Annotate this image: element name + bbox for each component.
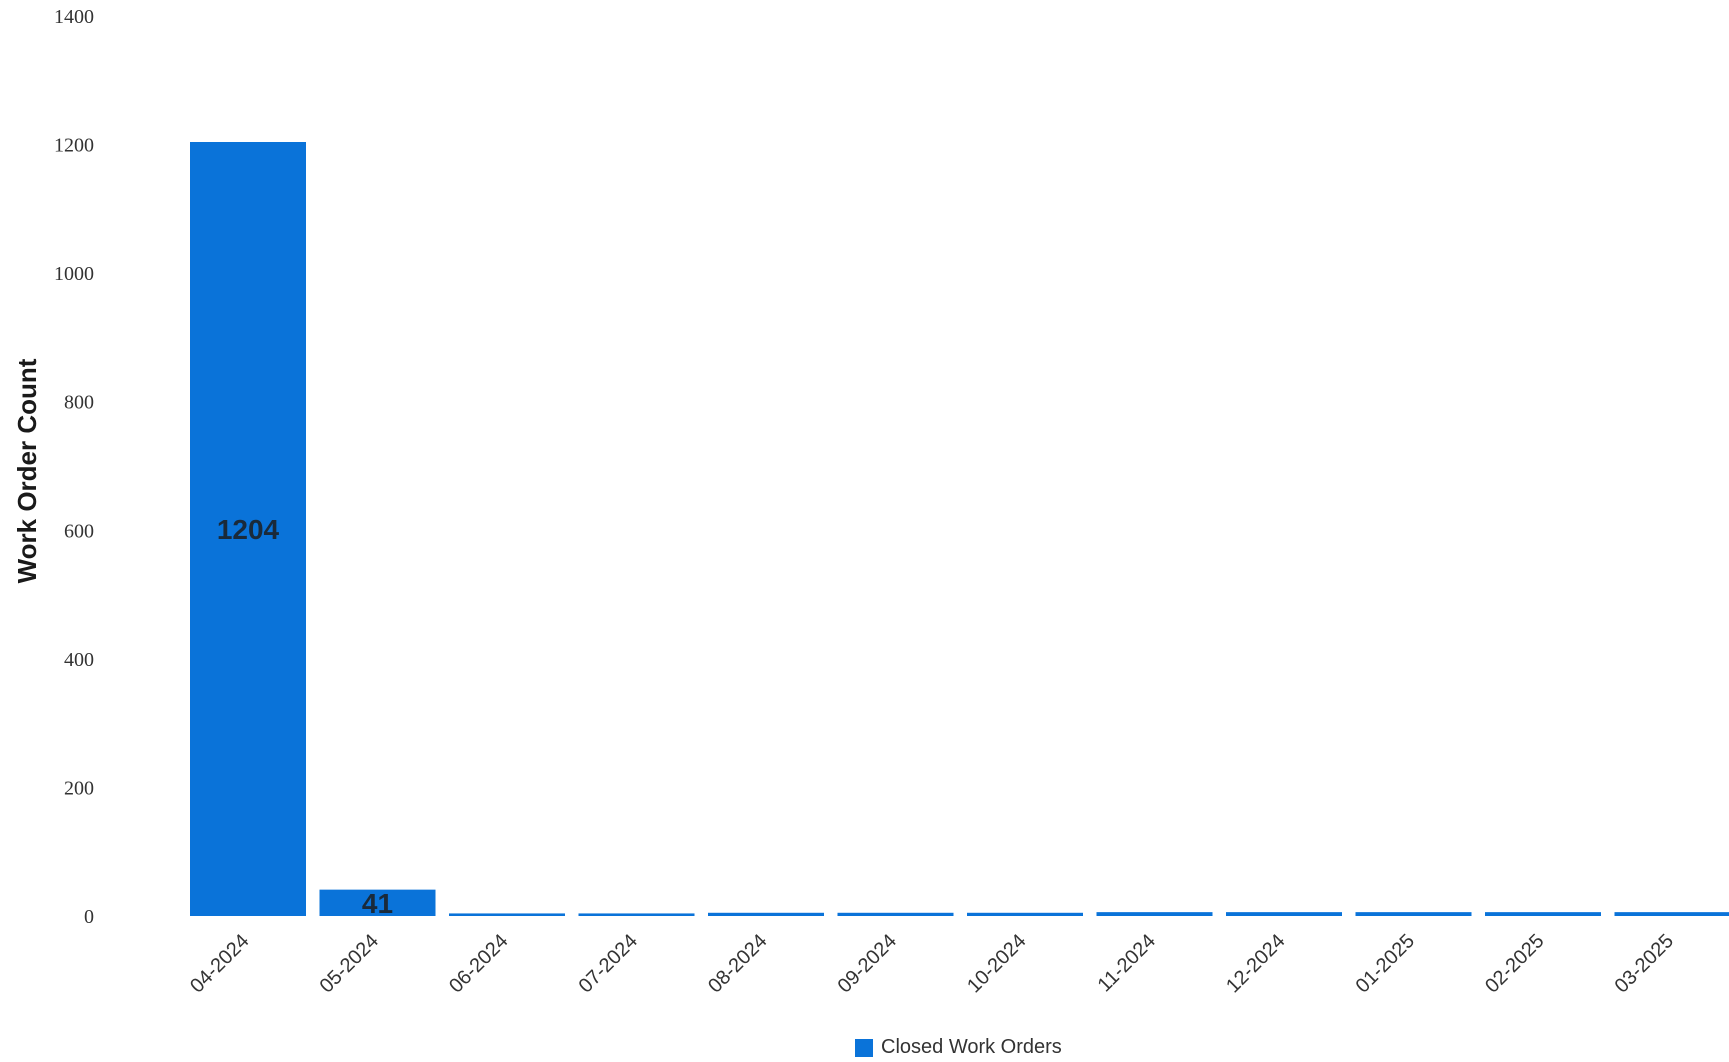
bar [967,912,1083,916]
x-tick-label: 10-2024 [963,930,1030,997]
y-tick-label: 1400 [54,6,94,28]
bar-data-label: 41 [362,888,393,919]
y-tick-label: 1200 [54,135,94,157]
data-labels: 1204 41 [217,514,393,919]
legend: Closed Work Orders [855,1036,1062,1059]
x-tick-label: 04-2024 [186,930,253,997]
bar [319,889,436,916]
bar [578,913,695,916]
y-axis-title: Work Order Count [12,358,42,583]
legend-label: Closed Work Orders [881,1036,1062,1058]
y-tick-label: 1000 [54,263,94,285]
bar [708,912,824,916]
bar [1485,912,1601,916]
bar-data-label: 1204 [217,514,280,545]
y-tick-label: 600 [64,520,94,542]
bar [1226,912,1342,916]
x-tick-label: 11-2024 [1094,930,1160,996]
bar [837,912,954,916]
x-tick-label: 02-2025 [1481,930,1548,997]
x-tick-label: 08-2024 [704,930,771,997]
bar-series [190,142,1729,916]
legend-swatch [855,1038,873,1057]
bar [1355,912,1472,916]
y-tick-label: 200 [64,777,94,799]
y-axis: 0 200 400 600 800 1000 1200 1400 [54,6,94,928]
x-tick-label: 07-2024 [575,930,642,997]
x-tick-label: 06-2024 [445,930,512,997]
y-tick-label: 800 [64,392,94,414]
y-tick-label: 400 [64,649,94,671]
x-tick-label: 12-2024 [1222,930,1289,997]
x-tick-label: 01-2025 [1352,930,1419,997]
bar [1614,912,1729,916]
y-tick-label: 0 [84,906,94,928]
bar [190,142,306,916]
bar [1096,912,1213,916]
x-tick-label: 09-2024 [834,930,901,997]
bar [449,913,565,916]
x-axis: 04-2024 05-2024 06-2024 07-2024 08-2024 09-20… [186,930,1678,997]
x-tick-label: 03-2025 [1611,930,1678,997]
x-tick-label: 05-2024 [316,930,383,997]
